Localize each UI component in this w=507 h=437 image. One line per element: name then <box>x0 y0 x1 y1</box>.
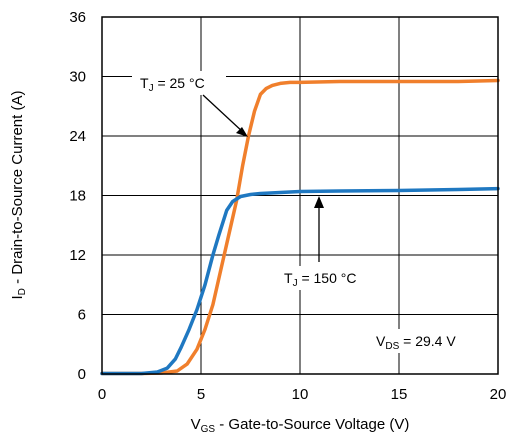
series-layer <box>100 78 500 376</box>
annotation-tj25: TJ = 25 °C <box>140 75 205 94</box>
annotation-tj150-arrowhead <box>314 196 324 208</box>
annotation-vds-bg <box>368 329 478 353</box>
grid-lines <box>102 17 498 374</box>
y-axis-title: ID - Drain-to-Source Current (A) <box>9 91 28 300</box>
y-tick-label: 6 <box>78 307 86 324</box>
x-axis-title: VGS - Gate-to-Source Voltage (V) <box>191 416 410 435</box>
series-line-tj-150c <box>100 186 500 376</box>
y-tick-label: 18 <box>69 188 86 205</box>
annotation-tj150-bg <box>276 266 382 290</box>
tick-labels: 0 5 10 15 20 0 6 12 18 24 30 36 <box>69 9 506 403</box>
plot-frame <box>101 16 499 375</box>
x-tick-label: 0 <box>98 386 106 403</box>
y-tick-label: 24 <box>69 128 86 145</box>
y-tick-label: 0 <box>78 366 86 383</box>
annotation-tj25-arrow <box>202 94 245 134</box>
y-tick-label: 30 <box>69 69 86 86</box>
x-tick-label: 5 <box>197 386 205 403</box>
x-tick-label: 10 <box>292 386 309 403</box>
y-tick-label: 36 <box>69 9 86 26</box>
x-tick-label: 15 <box>391 386 408 403</box>
y-tick-label: 12 <box>69 247 86 264</box>
annotation-vds: VDS = 29.4 V <box>376 333 456 352</box>
annotation-tj25-bg <box>132 71 226 95</box>
annotation-tj150: TJ = 150 °C <box>284 270 356 289</box>
annotation-tj25-arrowhead <box>236 127 248 137</box>
series-line-tj-25c <box>100 78 500 376</box>
x-tick-label: 20 <box>490 386 507 403</box>
